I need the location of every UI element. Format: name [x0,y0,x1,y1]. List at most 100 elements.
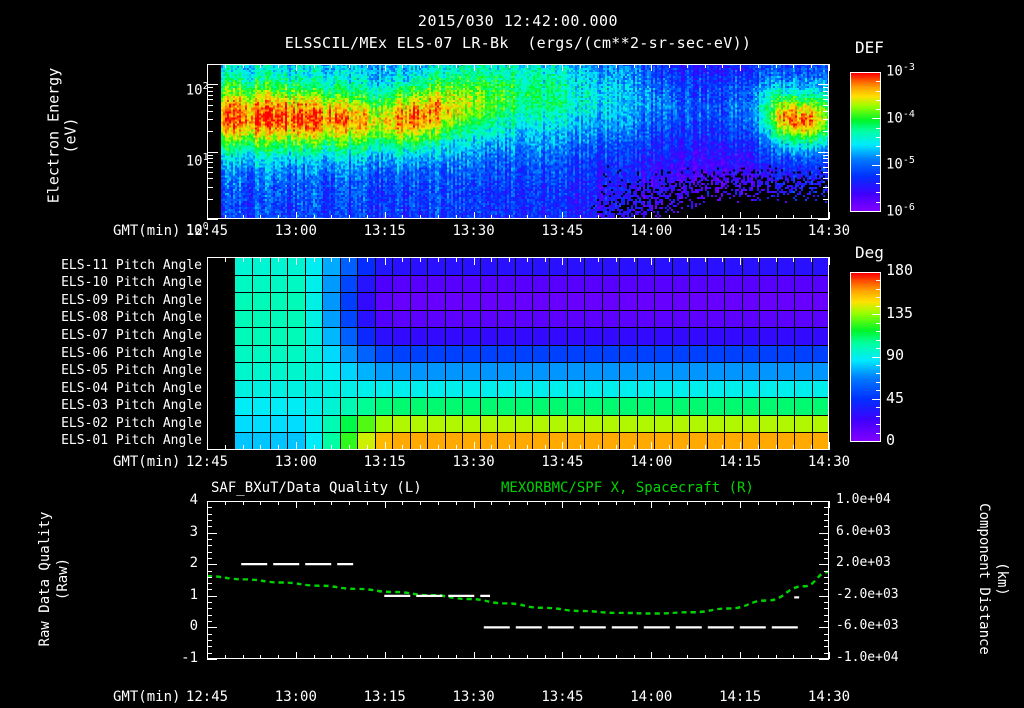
axis-tick [634,215,635,219]
axis-tick [456,501,457,505]
colorbar-label-exponent: -4 [902,108,915,120]
spectrogram-ylabel-line2: (eV) [61,117,80,154]
colorbar-tick [876,348,881,349]
deg-colorbar-title: Deg [855,243,884,262]
spectrogram-panel [207,64,830,220]
axis-tick [225,655,226,659]
axis-tick [278,64,279,68]
axis-tick [687,64,688,68]
axis-tick [438,501,439,505]
colorbar-label-mantissa: 10 [886,63,903,80]
axis-tick [824,526,829,527]
axis-tick [829,652,830,659]
def-colorbar-title: DEF [855,38,884,57]
axis-tick [651,64,652,71]
axis-tick [793,655,794,659]
axis-tick [829,212,830,219]
colorbar-tick [876,433,881,434]
colorbar-tick [876,146,881,147]
axis-tick-major [207,596,217,597]
axis-tick [823,64,829,65]
axis-tick [278,501,279,505]
colorbar-tick [876,365,881,366]
quality-ytick-label-right: -1.0e+04 [836,650,899,665]
axis-tick [776,257,777,262]
axis-tick [598,445,599,450]
axis-tick [823,167,829,168]
pitch-angle-frame [207,257,829,450]
axis-tick-major [819,627,829,628]
axis-tick [580,655,581,659]
axis-tick [669,445,670,450]
quality-ytick-label-right: -6.0e+03 [836,618,899,634]
axis-tick [598,257,599,262]
axis-tick [811,501,812,505]
xtick-label: 14:15 [719,689,762,705]
axis-tick [616,64,617,68]
colorbar-tick [872,118,881,119]
axis-tick [740,257,741,265]
spectrogram-ytick-1: 101 [152,139,209,183]
axis-tick [207,155,213,156]
deg-colorbar-ticks [850,272,881,442]
xtick-label: 14:30 [807,454,851,470]
axis-tick [669,655,670,659]
axis-tick [260,64,261,68]
xtick-label: 13:00 [274,689,317,705]
axis-tick [456,655,457,659]
axis-tick [824,634,829,635]
axis-tick [776,215,777,219]
axis-tick [367,445,368,450]
axis-tick [438,64,439,68]
axis-tick [562,257,563,265]
axis-tick [758,501,759,505]
axis-tick [527,501,528,505]
colorbar-tick [872,272,881,273]
colorbar-tick [876,382,881,383]
quality-ytick-label-left: 2 [189,555,198,572]
axis-tick [207,558,212,559]
axis-tick [616,501,617,505]
quality-title-right: MEXORBMC/SPF X, Spacecraft (R) [501,480,754,496]
axis-tick [349,501,350,505]
quality-ytick-labels-right: 1.0e+04 6.0e+03 2.0e+03 -2.0e+03 -6.0e+03 -1.… [836,493,936,670]
axis-tick [823,105,829,106]
axis-tick [545,501,546,505]
axis-tick [420,445,421,450]
quality-ytick-label-right: 2.0e+03 [836,555,891,571]
axis-tick [207,442,208,450]
pitch-angle-row-label: ELS-08 Pitch Angle [61,310,202,325]
axis-tick [509,64,510,68]
axis-tick [385,257,386,265]
axis-tick [402,64,403,68]
axis-tick [207,99,213,100]
axis-tick [824,653,829,654]
colorbar-tick [876,202,881,203]
axis-tick [314,445,315,450]
axis-tick [420,501,421,505]
quality-xaxis-label: GMT(min) [113,689,181,705]
axis-tick [562,212,563,219]
axis-tick [598,215,599,219]
quality-ylabel-right-line2: (km) [994,562,1010,596]
axis-tick [687,257,688,262]
colorbar-tick [876,331,881,332]
axis-tick [705,655,706,659]
axis-tick [829,501,830,508]
colorbar-tick [876,390,881,391]
axis-tick-major [818,152,829,153]
axis-tick [616,655,617,659]
axis-tick [545,445,546,450]
axis-tick [687,445,688,450]
axis-tick [402,445,403,450]
xtick-label: 14:00 [630,223,673,239]
xtick-label: 13:15 [363,454,406,470]
axis-tick [243,64,244,68]
axis-tick [829,257,830,265]
axis-tick [331,445,332,450]
axis-tick [278,655,279,659]
axis-tick [474,64,475,71]
axis-tick [207,162,213,163]
colorbar-label-mantissa: 10 [886,110,903,127]
axis-tick [669,501,670,505]
